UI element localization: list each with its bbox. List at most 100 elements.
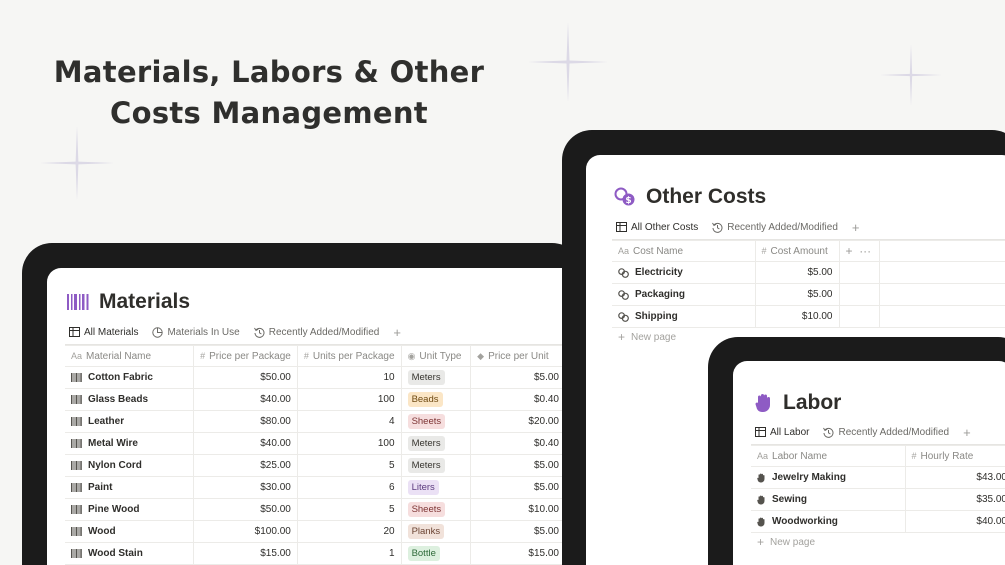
material-name-cell[interactable]: Paint — [65, 476, 195, 499]
units-cell[interactable]: 6 — [297, 476, 402, 499]
price-cell[interactable]: $50.00 — [193, 498, 298, 521]
units-cell[interactable]: 20 — [297, 520, 402, 543]
barcode-icon — [71, 549, 82, 558]
column-header[interactable]: # Units per Package — [297, 345, 402, 367]
hourly-rate-cell[interactable]: $40.00 — [905, 510, 1005, 533]
coins-icon — [618, 289, 629, 300]
add-column-button[interactable]: + ··· — [839, 240, 880, 262]
price-per-unit-cell: $5.00 — [470, 454, 565, 477]
unit-type-cell[interactable]: Sheets — [401, 410, 472, 433]
table-row[interactable]: Electricity $5.00 — [612, 261, 1005, 284]
hourly-rate-cell[interactable]: $43.00 — [905, 466, 1005, 489]
table-row[interactable]: Wood Stain $15.00 1 Bottle $15.00 — [65, 542, 565, 565]
history-icon — [253, 327, 265, 338]
table-row[interactable]: Glass Beads $40.00 100 Beads $0.40 — [65, 388, 565, 411]
price-cell[interactable]: $50.00 — [193, 366, 298, 389]
tab-materials-in-use[interactable]: Materials In Use — [148, 321, 243, 343]
price-cell[interactable]: $30.00 — [193, 476, 298, 499]
add-view-button[interactable]: + — [963, 424, 971, 440]
cost-amount-cell[interactable]: $5.00 — [755, 261, 840, 284]
barcode-icon — [71, 439, 82, 448]
tab-all-other-costs[interactable]: All Other Costs — [612, 216, 703, 241]
labor-name-cell[interactable]: Woodworking — [751, 510, 906, 533]
units-cell[interactable]: 100 — [297, 432, 402, 455]
table-row[interactable]: Woodworking $40.00 — [751, 510, 1005, 533]
price-cell[interactable]: $80.00 — [193, 410, 298, 433]
unit-type-cell[interactable]: Liters — [401, 476, 472, 499]
unit-type-cell[interactable]: Meters — [401, 432, 472, 455]
column-header[interactable]: # Price per Package — [193, 345, 298, 367]
table-row[interactable]: Nylon Cord $25.00 5 Meters $5.00 — [65, 454, 565, 477]
price-cell[interactable]: $25.00 — [193, 454, 298, 477]
table-row[interactable]: Pine Wood $50.00 5 Sheets $10.00 — [65, 498, 565, 521]
price-per-unit-cell: $15.00 — [470, 542, 565, 565]
table-icon — [755, 427, 766, 437]
material-name-cell[interactable]: Nylon Cord — [65, 454, 195, 477]
unit-type-cell[interactable]: Sheets — [401, 498, 472, 521]
material-name-cell[interactable]: Pine Wood — [65, 498, 195, 521]
units-cell[interactable]: 5 — [297, 498, 402, 521]
unit-type-cell[interactable]: Meters — [401, 454, 472, 477]
cost-amount-cell[interactable]: $5.00 — [755, 283, 840, 306]
cost-amount-cell[interactable]: $10.00 — [755, 305, 840, 328]
add-view-button[interactable]: + — [851, 219, 860, 235]
price-cell[interactable]: $40.00 — [193, 388, 298, 411]
units-cell[interactable]: 10 — [297, 366, 402, 389]
unit-type-cell[interactable]: Meters — [401, 366, 472, 389]
cost-name-cell[interactable]: Packaging — [612, 283, 756, 306]
tab-all-materials[interactable]: All Materials — [65, 321, 143, 346]
unit-type-tag: Meters — [407, 370, 445, 385]
table-row[interactable]: Cotton Fabric $50.00 10 Meters $5.00 — [65, 366, 565, 389]
add-view-button[interactable]: + — [393, 324, 401, 340]
tab-recently-added[interactable]: Recently Added/Modified — [250, 321, 384, 343]
hand-icon — [757, 473, 765, 482]
cost-name-cell[interactable]: Electricity — [612, 261, 756, 284]
table-row[interactable]: Metal Wire $40.00 100 Meters $0.40 — [65, 432, 565, 455]
material-name-cell[interactable]: Leather — [65, 410, 195, 433]
price-per-unit-cell: $0.40 — [470, 432, 565, 455]
labor-name-cell[interactable]: Sewing — [751, 488, 906, 511]
units-cell[interactable]: 5 — [297, 454, 402, 477]
price-cell[interactable]: $100.00 — [193, 520, 298, 543]
unit-type-cell[interactable]: Beads — [401, 388, 472, 411]
table-row[interactable]: Leather $80.00 4 Sheets $20.00 — [65, 410, 565, 433]
tab-recently-added[interactable]: Recently Added/Modified — [708, 216, 842, 238]
text-type-icon: Aa — [71, 350, 83, 361]
column-header[interactable]: ◉ Unit Type — [401, 345, 472, 367]
price-cell[interactable]: $40.00 — [193, 432, 298, 455]
unit-type-cell[interactable]: Bottle — [401, 542, 472, 565]
table-row[interactable]: Packaging $5.00 — [612, 283, 1005, 306]
tab-recently-added[interactable]: Recently Added/Modified — [819, 421, 953, 443]
units-cell[interactable]: 100 — [297, 388, 402, 411]
column-header[interactable]: Aa Cost Name — [612, 240, 756, 262]
material-name-cell[interactable]: Wood — [65, 520, 195, 543]
new-page-button[interactable]: + New page — [618, 330, 677, 344]
tab-all-labor[interactable]: All Labor — [751, 421, 814, 446]
price-per-unit-cell: $0.40 — [470, 388, 565, 411]
column-header[interactable]: ◆ Price per Unit — [470, 345, 565, 367]
units-cell[interactable]: 4 — [297, 410, 402, 433]
material-name-cell[interactable]: Glass Beads — [65, 388, 195, 411]
table-row[interactable]: Paint $30.00 6 Liters $5.00 — [65, 476, 565, 499]
column-header[interactable]: # Cost Amount — [755, 240, 840, 262]
column-header[interactable]: Aa Material Name — [65, 345, 195, 367]
table-row[interactable]: Jewelry Making $43.00 — [751, 466, 1005, 489]
column-header[interactable]: Aa Labor Name — [751, 445, 906, 467]
material-name-cell[interactable]: Metal Wire — [65, 432, 195, 455]
material-name-cell[interactable]: Cotton Fabric — [65, 366, 195, 389]
material-name-cell[interactable]: Wood Stain — [65, 542, 195, 565]
hourly-rate-cell[interactable]: $35.00 — [905, 488, 1005, 511]
new-page-button[interactable]: + New page — [757, 535, 816, 549]
unit-type-cell[interactable]: Planks — [401, 520, 472, 543]
table-row[interactable]: Shipping $10.00 — [612, 305, 1005, 328]
table-row[interactable]: Sewing $35.00 — [751, 488, 1005, 511]
cost-name-cell[interactable]: Shipping — [612, 305, 756, 328]
labor-name-cell[interactable]: Jewelry Making — [751, 466, 906, 489]
price-cell[interactable]: $15.00 — [193, 542, 298, 565]
column-header[interactable]: # Hourly Rate — [905, 445, 1005, 467]
other-costs-table: Aa Cost Name # Cost Amount + ··· Electrici… — [612, 240, 1005, 328]
number-type-icon: # — [200, 350, 206, 361]
table-row[interactable]: Wood $100.00 20 Planks $5.00 — [65, 520, 565, 543]
units-cell[interactable]: 1 — [297, 542, 402, 565]
unit-type-tag: Meters — [407, 436, 445, 451]
